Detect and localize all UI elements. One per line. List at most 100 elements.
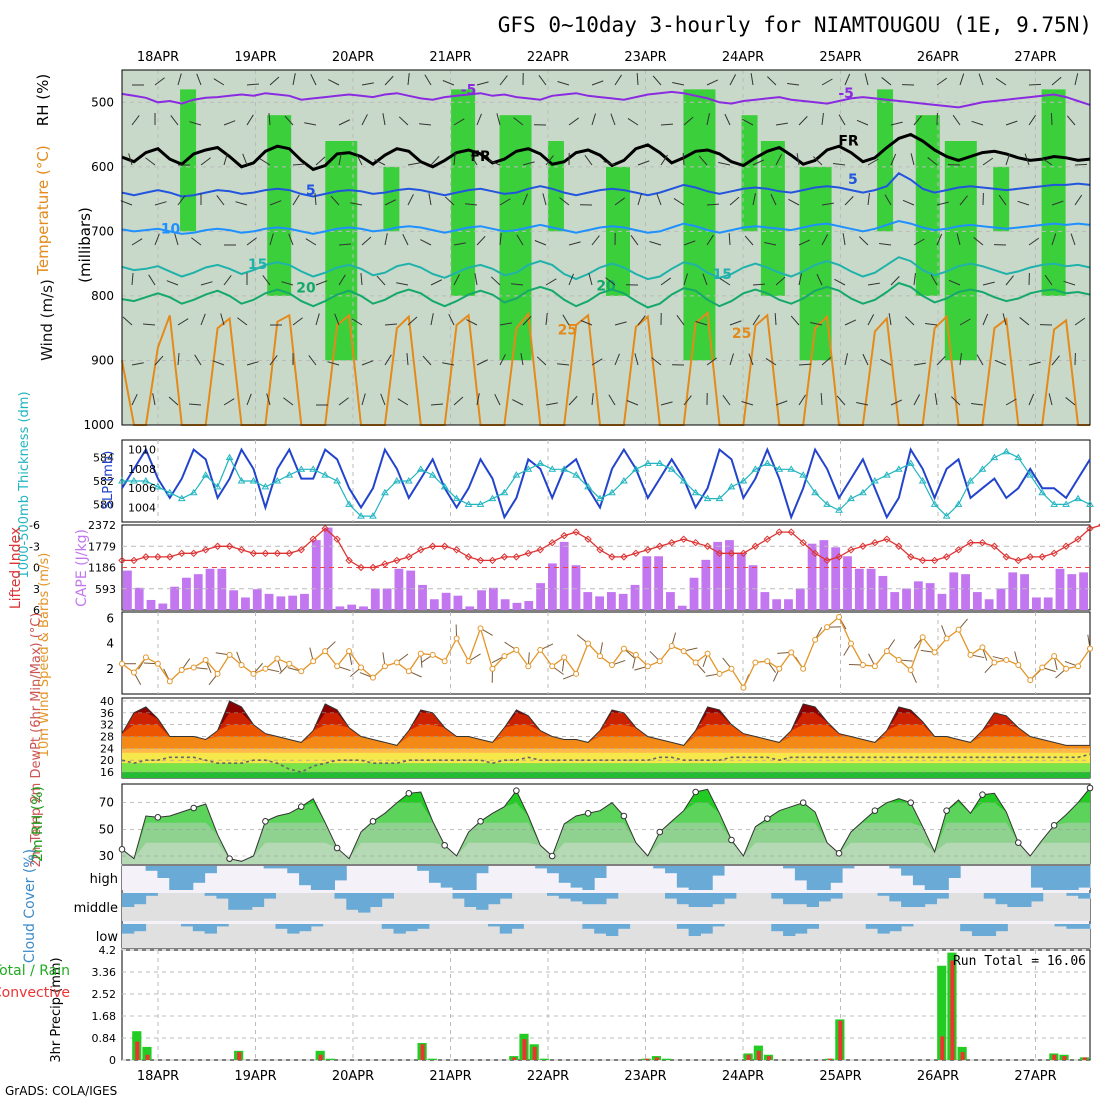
thickness-marker — [369, 512, 377, 519]
wind-speed-marker — [262, 665, 269, 672]
cloud-cell — [263, 893, 276, 899]
thickness-marker — [1026, 471, 1035, 478]
cape-bar — [725, 540, 734, 610]
wind-ylabel: 10m Wind Speed & Barbs (m/s) — [37, 553, 52, 758]
wind-barb — [796, 153, 800, 166]
cloud-cell — [818, 893, 831, 902]
li-marker — [345, 556, 353, 565]
wind-speed-marker — [334, 663, 341, 670]
wind-barb — [910, 153, 915, 166]
wind-speed-marker — [847, 640, 854, 647]
cloud-cell — [924, 866, 938, 890]
wind-barb — [765, 358, 777, 366]
wind-barb — [444, 196, 455, 206]
rh-moist-column — [877, 89, 894, 232]
precip-conv-bar — [838, 1020, 843, 1060]
wind-barb — [131, 115, 140, 126]
cape-bar — [241, 597, 250, 610]
precip-total-bar — [427, 1058, 437, 1060]
temp-tick: 20 — [100, 754, 114, 767]
cloud-cell — [464, 866, 477, 890]
wind-barb — [706, 234, 714, 246]
wind-barb — [361, 360, 374, 366]
cape-bar — [429, 599, 439, 610]
wind-barb — [453, 396, 464, 406]
cloud-cell — [487, 893, 501, 905]
li-marker — [727, 549, 736, 558]
wind-barb — [820, 392, 823, 406]
wind-barb — [384, 199, 397, 206]
cape-bar — [595, 596, 604, 610]
wind-barb — [148, 274, 156, 286]
wind-barb — [729, 196, 740, 206]
cape-bar — [571, 565, 581, 610]
li-marker — [452, 546, 461, 554]
thickness-marker — [177, 494, 186, 502]
thickness-marker — [954, 500, 963, 507]
cape-bar — [441, 592, 451, 610]
cloud-cell — [889, 924, 902, 932]
thickness-marker — [309, 465, 318, 472]
wind-barb — [545, 278, 557, 286]
wind-barb — [591, 235, 600, 246]
thickness-marker — [667, 465, 676, 472]
thickness-marker — [404, 477, 413, 484]
chart-title: GFS 0~10day 3-hourly for NIAMTOUGOU (1E,… — [498, 13, 1092, 37]
wind-barb — [652, 75, 662, 86]
wind-barb — [636, 72, 639, 86]
wind-barb — [131, 238, 143, 246]
wind-barb — [284, 115, 294, 126]
wind-barb — [304, 122, 317, 126]
cape-bar — [807, 543, 817, 610]
wind-speed-marker — [716, 670, 723, 677]
rh-marker — [764, 815, 771, 822]
rh-marker — [118, 846, 126, 853]
upper-legend-label: Wind (m/s) — [38, 279, 56, 361]
wind-speed-marker — [346, 648, 353, 655]
wind-barb — [913, 115, 922, 126]
wind-barb — [605, 277, 616, 286]
thickness-marker — [811, 488, 820, 496]
wind-barb — [246, 361, 259, 366]
rh-marker — [441, 842, 448, 849]
wind-barb — [545, 402, 558, 406]
wind-speed-marker — [130, 669, 137, 676]
wind-barb — [476, 393, 480, 406]
cape-bar — [902, 588, 911, 610]
precip-conv-bar — [522, 1039, 527, 1060]
wind-speed-marker — [704, 650, 711, 657]
wind-barb — [752, 314, 760, 326]
cloud-row-label: high — [90, 872, 118, 887]
li-marker — [775, 528, 783, 536]
wind-speed-marker — [178, 667, 185, 674]
cape-bar — [512, 602, 522, 610]
li-marker — [405, 553, 413, 561]
precip-conv-bar — [135, 1041, 140, 1060]
wind-speed-marker — [1015, 661, 1022, 668]
slp-right-tick: 1010 — [128, 444, 156, 457]
thickness-marker — [345, 500, 353, 507]
thickness-marker — [201, 471, 210, 478]
cloud-cell — [582, 924, 595, 929]
wind-barb — [1024, 153, 1030, 166]
wind-barb — [246, 83, 259, 86]
li-marker — [142, 553, 150, 561]
wind-barb — [428, 193, 432, 206]
li-marker — [201, 546, 210, 554]
cloud-cell — [393, 924, 406, 934]
wind-barb — [884, 194, 892, 206]
li-marker — [249, 549, 258, 558]
cloud-row-label: low — [96, 930, 119, 945]
cloud-cell — [676, 924, 690, 929]
wind-barb — [902, 199, 915, 206]
slp-right-tick: 1004 — [128, 502, 156, 515]
date-label-bottom: 22APR — [527, 1069, 569, 1084]
wind-barb — [398, 116, 409, 126]
cloud-cell — [122, 924, 135, 934]
wind-barb — [1066, 115, 1076, 126]
li-marker — [321, 524, 329, 533]
wind-barb — [637, 315, 646, 326]
wind-barb — [338, 397, 349, 406]
precip-conv-bar — [420, 1044, 425, 1060]
run-total-label: Run Total = 16.06 — [953, 954, 1086, 969]
